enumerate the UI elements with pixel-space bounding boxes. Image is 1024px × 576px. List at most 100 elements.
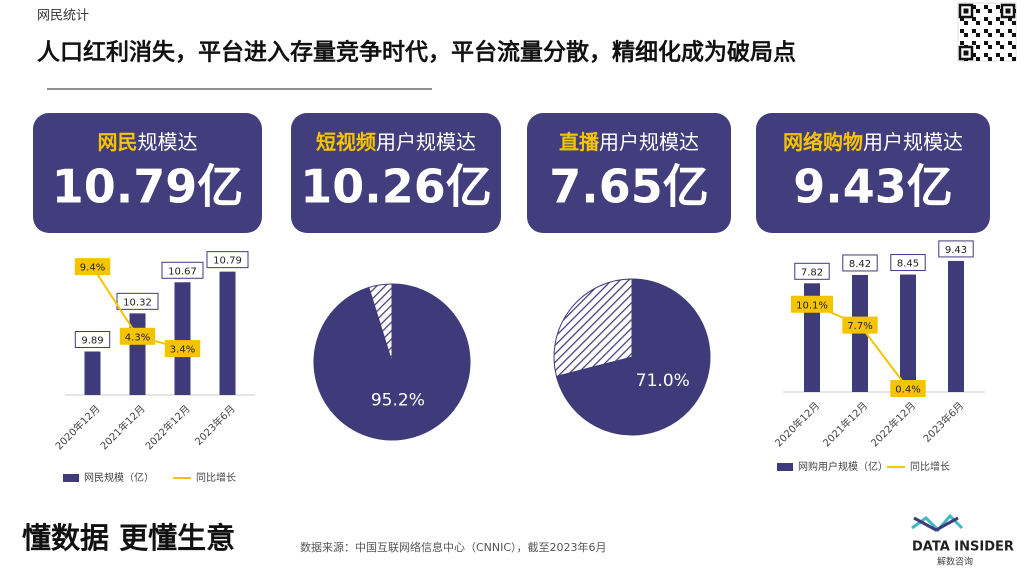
qr-cell [1000,45,1004,49]
card-highlight: 网络购物 [783,130,863,154]
bar [84,351,101,395]
qr-cell [976,21,980,25]
slide-title: 人口红利消失，平台进入存量竞争时代，平台流量分散，精细化成为破局点 [37,39,796,66]
qr-cell [988,33,992,37]
legend-label: 网民规模（亿） [84,471,154,484]
legend-label: 同比增长 [196,471,236,484]
section-label: 网民统计 [37,9,89,24]
bar [900,274,916,392]
qr-cell [972,17,976,21]
qr-cell [976,33,980,37]
qr-cell [976,9,980,13]
card-label: 网民规模达 [98,130,198,154]
bar [948,260,964,392]
legend-label: 网购用户规模（亿） [798,460,888,473]
qr-code [957,2,1017,62]
bar-value-label: 9.89 [81,336,103,347]
qr-finder [963,8,969,14]
card-label-text: 用户规模达 [863,130,963,154]
bar-value-label: 10.79 [213,256,242,267]
growth-label: 9.4% [80,263,105,274]
legend-label: 同比增长 [910,460,950,473]
pie-slice [555,278,711,436]
logo-text: DATA INSIDER [912,540,1014,555]
qr-cell [972,29,976,33]
qr-cell [996,29,1000,33]
card-highlight: 直播 [559,130,600,154]
card-label-text: 规模达 [138,130,198,154]
qr-cell [988,57,992,61]
qr-cell [984,29,988,33]
qr-cell [1008,17,1012,21]
bar [129,313,146,395]
bar-value-label-box [206,251,249,269]
pie-label: 71.0% [636,371,690,391]
bar [174,282,191,395]
growth-label-box [791,295,833,313]
bar-value-label-box [74,331,111,349]
stat-card [756,113,990,233]
pie-slice [368,283,393,363]
qr-cell [972,53,976,57]
growth-label-box [74,258,111,276]
qr-cell [984,17,988,21]
growth-label: 0.4% [895,385,920,396]
qr-cell [996,53,1000,57]
x-tick-label: 2021年12月 [97,402,147,452]
bar-value-label-box [890,254,926,272]
qr-cell [988,9,992,13]
bar [219,271,236,395]
qr-cell [984,53,988,57]
growth-label-box [890,380,926,398]
bar-value-label-box [794,262,830,280]
qr-cell [984,41,988,45]
card-label-text: 用户规模达 [376,130,476,154]
bar-value-label-box [116,292,159,310]
bar-value-label: 10.67 [168,266,197,277]
qr-cell [1008,53,1012,57]
stat-card [33,113,262,233]
qr-cell [964,21,968,25]
qr-cell [960,29,964,33]
qr-cell [1008,41,1012,45]
x-tick-label: 2020年12月 [52,402,102,452]
qr-cell [996,41,1000,45]
qr-cell [984,5,988,9]
qr-cell [976,57,980,61]
card-value: 10.26亿 [300,160,492,214]
qr-cell [1008,29,1012,33]
x-tick-label: 2023年6月 [920,399,966,445]
qr-cell [964,33,968,37]
bar-value-label: 10.32 [123,297,152,308]
source-note: 数据来源：中国互联网络信息中心（CNNIC），截至2023年6月 [300,540,607,554]
x-tick-label: 2023年6月 [192,402,238,448]
card-label-text: 用户规模达 [599,130,699,154]
card-label: 直播用户规模达 [559,130,699,154]
logo-subtext: 解数咨询 [937,556,973,568]
bar-value-label: 8.42 [849,259,871,270]
qr-cell [960,17,964,21]
card-highlight: 短视频 [316,130,376,154]
qr-cell [988,21,992,25]
growth-label: 4.3% [125,332,150,343]
qr-cell [1000,21,1004,25]
growth-label: 3.4% [170,345,195,356]
legend-swatch [63,474,79,482]
qr-cell [972,5,976,9]
qr-cell [1012,33,1016,37]
growth-label: 10.1% [796,300,828,311]
bar-value-label: 8.45 [897,259,919,270]
qr-cell [1012,45,1016,49]
card-highlight: 网民 [98,130,138,154]
card-label: 网络购物用户规模达 [783,130,963,154]
qr-cell [960,41,964,45]
qr-cell [1000,33,1004,37]
x-tick-label: 2022年12月 [142,402,192,452]
legend-swatch [777,463,793,471]
growth-label-box [119,327,156,345]
qr-finder [963,50,969,56]
x-tick-label: 2021年12月 [820,399,870,449]
qr-cell [988,45,992,49]
growth-label-box [842,316,878,334]
